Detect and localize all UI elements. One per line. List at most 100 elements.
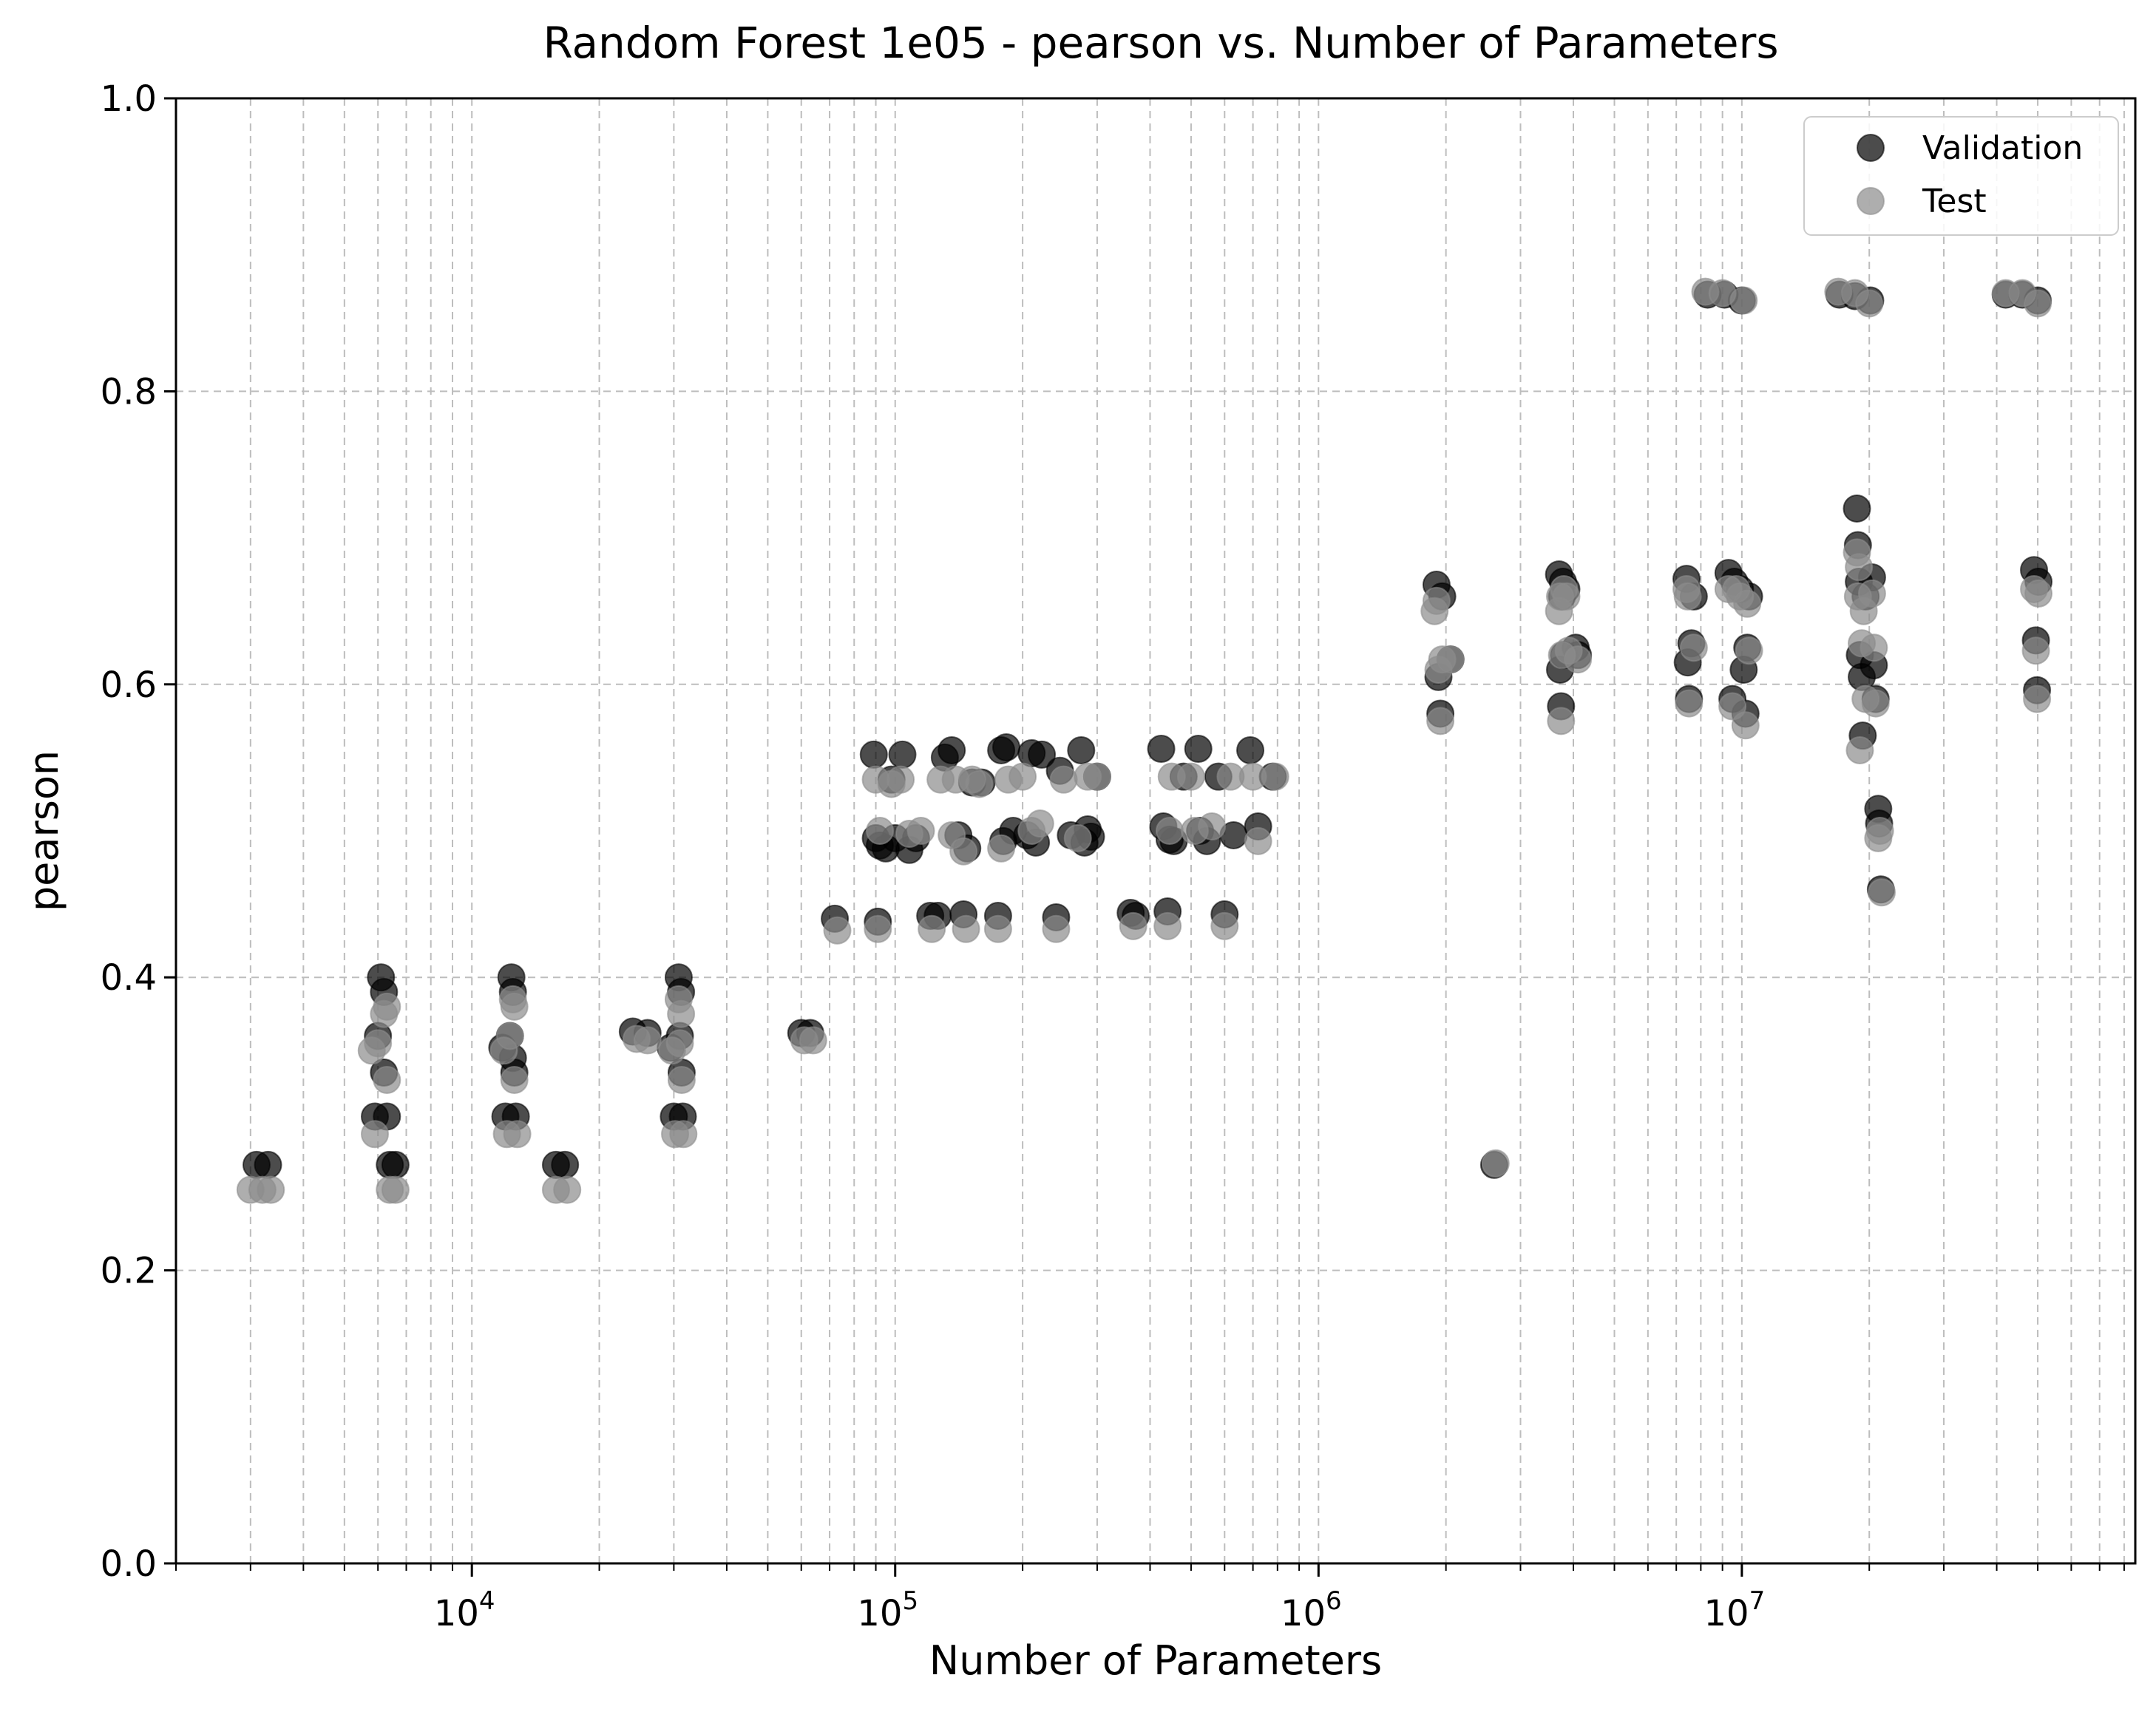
data-point-test xyxy=(1845,553,1874,582)
data-point-test xyxy=(1422,586,1451,615)
data-point-test xyxy=(1731,711,1760,740)
data-point-validation xyxy=(1067,735,1096,764)
legend-marker-test xyxy=(1857,187,1885,215)
legend: Validation Test xyxy=(1803,116,2119,236)
data-point-test xyxy=(500,1065,529,1094)
data-point-test xyxy=(866,817,895,845)
data-point-test xyxy=(360,1120,389,1149)
data-point-validation xyxy=(888,740,917,769)
x-tick-label: 107 xyxy=(1704,1586,1765,1634)
data-point-validation xyxy=(381,1150,410,1179)
plot-points xyxy=(236,277,2053,1204)
data-point-test xyxy=(2024,289,2052,318)
data-point-test xyxy=(2021,636,2050,665)
data-point-test xyxy=(1679,633,1708,662)
x-tick-label: 104 xyxy=(434,1586,495,1634)
x-tick-label: 105 xyxy=(857,1586,918,1634)
data-point-test xyxy=(2023,684,2052,713)
x-axis: 104 105 106 107 xyxy=(175,1563,2125,1634)
data-point-test xyxy=(887,765,915,794)
data-point-test xyxy=(667,1065,696,1094)
y-tick-label: 1.0 xyxy=(101,78,157,120)
data-point-test xyxy=(1210,911,1239,940)
data-point-test xyxy=(1008,762,1037,791)
data-point-test xyxy=(1860,633,1888,662)
data-point-validation xyxy=(1147,735,1176,764)
data-point-test xyxy=(665,1029,694,1058)
data-point-test xyxy=(1735,636,1763,665)
data-point-test xyxy=(1564,645,1593,674)
data-point-test xyxy=(1026,809,1054,838)
data-point-test xyxy=(1855,289,1884,318)
data-point-test xyxy=(495,1022,524,1050)
data-point-test xyxy=(1176,762,1205,791)
data-point-test xyxy=(918,914,946,943)
data-point-validation xyxy=(938,735,966,764)
plot-frame xyxy=(174,97,2137,1565)
legend-label-validation: Validation xyxy=(1922,129,2083,167)
data-point-test xyxy=(1865,817,1894,845)
data-point-test xyxy=(1153,911,1182,940)
data-point-test xyxy=(1868,878,1896,907)
data-point-test xyxy=(1861,689,1890,718)
chart-title: Random Forest 1e05 - pearson vs. Number … xyxy=(543,18,1778,68)
data-point-test xyxy=(1552,582,1581,611)
x-axis-label: Number of Parameters xyxy=(929,1637,1382,1684)
data-point-test xyxy=(1155,817,1184,845)
data-point-validation xyxy=(254,1150,282,1179)
data-point-test xyxy=(949,837,978,866)
data-point-test xyxy=(364,1029,393,1058)
data-point-test xyxy=(500,992,529,1021)
y-tick-label: 0.0 xyxy=(101,1543,157,1585)
data-point-test xyxy=(1436,645,1465,674)
data-point-test xyxy=(1845,735,1874,764)
data-point-test xyxy=(373,1065,401,1094)
data-point-test xyxy=(381,1175,410,1204)
data-point-validation xyxy=(1843,494,1871,523)
data-point-test xyxy=(1481,1149,1510,1178)
data-point-test xyxy=(906,817,935,845)
y-tick-label: 0.2 xyxy=(101,1251,157,1292)
data-point-test xyxy=(667,999,696,1028)
data-point-test xyxy=(1675,689,1704,718)
data-point-test xyxy=(1119,911,1148,940)
data-point-test xyxy=(1547,707,1576,735)
data-point-test xyxy=(1857,579,1886,608)
data-point-test xyxy=(1673,582,1702,611)
data-point-test xyxy=(864,914,892,943)
data-point-test xyxy=(503,1120,532,1149)
data-point-test xyxy=(669,1120,698,1149)
data-point-validation xyxy=(1184,735,1213,764)
grid-lines xyxy=(175,98,2135,1563)
y-axis-label: pearson xyxy=(21,750,67,911)
legend-label-test: Test xyxy=(1922,183,1987,220)
y-axis: 0.0 0.2 0.4 0.6 0.8 1.0 xyxy=(101,78,176,1585)
data-point-test xyxy=(1244,826,1272,855)
data-point-test xyxy=(823,916,852,945)
y-tick-label: 0.4 xyxy=(101,957,157,999)
data-point-test xyxy=(799,1026,827,1055)
data-point-test xyxy=(2024,579,2053,608)
data-point-test xyxy=(1198,812,1227,841)
data-point-test xyxy=(553,1175,582,1204)
data-point-test xyxy=(633,1026,662,1055)
data-point-test xyxy=(257,1175,285,1204)
data-point-test xyxy=(965,769,994,798)
data-point-test xyxy=(983,914,1012,943)
data-point-test xyxy=(1082,762,1111,791)
x-tick-label: 106 xyxy=(1281,1586,1342,1634)
data-point-test xyxy=(987,834,1016,863)
data-point-test xyxy=(1049,765,1078,794)
data-point-test xyxy=(1063,823,1092,852)
y-tick-label: 0.8 xyxy=(101,371,157,412)
series-test xyxy=(236,277,2053,1204)
data-point-validation xyxy=(1236,735,1265,764)
data-point-validation xyxy=(859,740,888,769)
data-point-test xyxy=(1426,707,1455,735)
data-point-test xyxy=(1729,286,1758,315)
y-tick-label: 0.6 xyxy=(101,665,157,706)
data-point-test xyxy=(373,992,401,1021)
data-point-test xyxy=(1042,914,1071,943)
data-point-validation xyxy=(992,733,1021,762)
